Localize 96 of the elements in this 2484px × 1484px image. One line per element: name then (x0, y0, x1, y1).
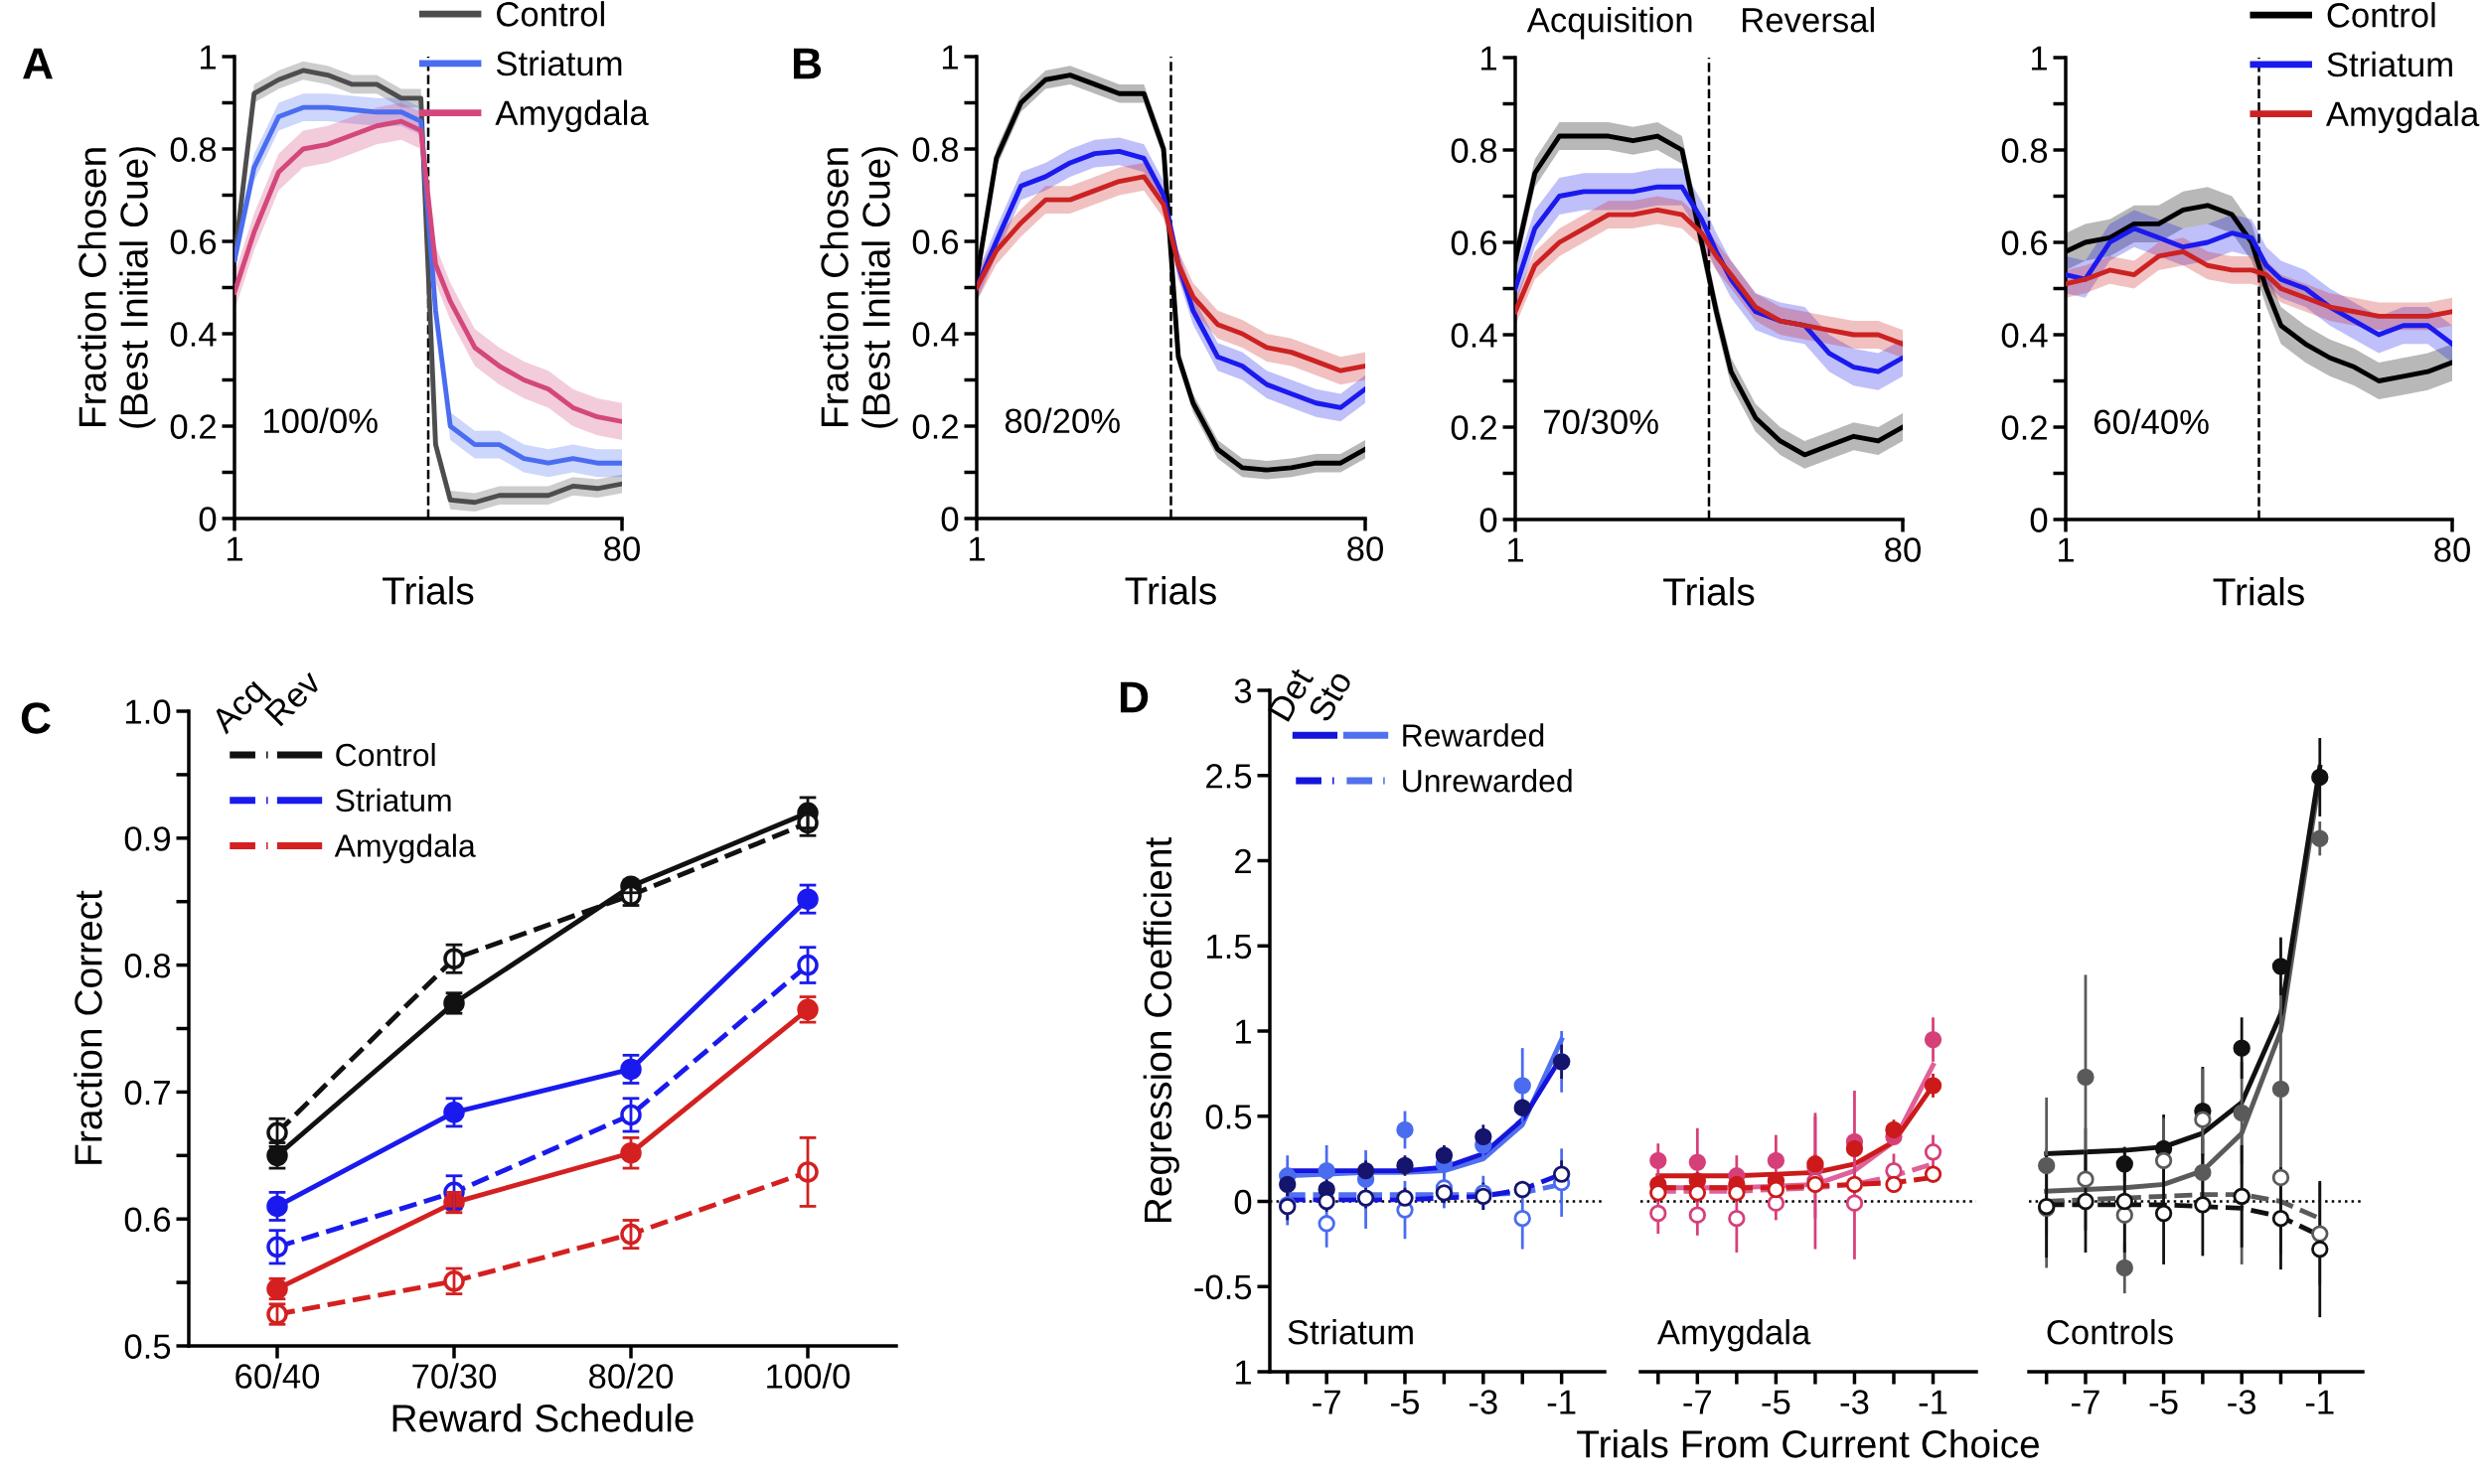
y-tick-label: 0.8 (1451, 138, 1497, 163)
annotation: 60/40% (2094, 408, 2209, 435)
x-tick-label: -7 (1683, 1390, 1712, 1414)
y-tick-label: 0 (1234, 1189, 1252, 1215)
y-tick-label: 0 (2030, 508, 2048, 532)
legend-label: Striatum (496, 50, 622, 76)
y-tick-label: 0 (941, 507, 959, 531)
x-tick-label: -3 (2228, 1390, 2256, 1414)
y-tick-label: 0.5 (124, 1334, 171, 1359)
annotation: Striatum (1288, 1319, 1413, 1345)
chart-title: C (21, 702, 51, 734)
legend-label: Amygdala (334, 833, 476, 864)
legend-label: Amygdala (2325, 100, 2480, 133)
x-axis-title: Reward Schedule (392, 1404, 694, 1432)
x-tick-label: -5 (2149, 1390, 2178, 1414)
y-tick-label: 0.6 (124, 1207, 171, 1233)
x-tick-label: -5 (1391, 1390, 1419, 1414)
y-tick-label: 1 (200, 45, 216, 70)
x-tick-label: -3 (1469, 1390, 1497, 1414)
x-tick-label: 1 (227, 536, 242, 561)
y-tick-label: 1 (1480, 46, 1496, 71)
legend-label: Striatum (336, 788, 451, 813)
y-tick-label: 0.6 (2001, 230, 2048, 255)
x-tick-label: -3 (1840, 1390, 1869, 1414)
annotation: 100/0% (263, 407, 378, 434)
y-tick-label: 1.5 (1207, 934, 1252, 960)
x-tick-label: 70/30 (412, 1363, 497, 1389)
x-tick-label: 80/20 (589, 1363, 674, 1389)
y-tick-label: 2.5 (1206, 764, 1252, 789)
chart-title: A (23, 48, 53, 79)
y-tick-label: 3 (1234, 678, 1252, 703)
x-tick-label: 80 (2434, 537, 2470, 562)
y-tick-label: 0.6 (170, 229, 217, 254)
chart-title: B (793, 48, 822, 79)
legend-label: Rewarded (1403, 723, 1544, 747)
x-axis-title: Trials From Current Choice (1577, 1429, 2040, 1458)
x-tick-label: -5 (1762, 1390, 1790, 1414)
y-axis-title: Fraction Chosen (Best Initial Cue) (78, 147, 156, 428)
y-tick-label: 0.2 (2001, 415, 2047, 440)
legend-label: Control (336, 742, 435, 767)
y-tick-label: 0 (1479, 508, 1497, 532)
y-tick-label: 0.8 (170, 137, 217, 162)
x-tick-label: -7 (2072, 1390, 2099, 1414)
x-axis-title: Trials (2213, 577, 2304, 606)
x-tick-label: -1 (2305, 1390, 2334, 1414)
y-axis-title: Regression Coefficient (1143, 836, 1179, 1223)
y-tick-label: 0.8 (2001, 138, 2048, 163)
legend-label: Control (497, 1, 604, 27)
legend-label: Amygdala (495, 99, 649, 132)
y-tick-label: 0.2 (170, 414, 216, 439)
y-tick-label: 0 (199, 507, 217, 531)
y-tick-label: 0.8 (124, 953, 171, 978)
annotation: Amygdala (1656, 1319, 1811, 1352)
y-tick-label: 0.4 (170, 322, 217, 347)
x-tick-label: 100/0 (767, 1363, 851, 1389)
x-tick-label: 60/40 (235, 1363, 320, 1389)
x-tick-label: -7 (1313, 1390, 1340, 1414)
y-axis-title: Fraction Correct (74, 890, 102, 1164)
legend-label: Control (2327, 2, 2435, 28)
y-tick-label: 0.9 (124, 826, 170, 851)
text: Acquisition (1526, 7, 1692, 40)
x-tick-label: 1 (969, 536, 985, 561)
y-tick-label: 0.8 (912, 137, 959, 162)
x-axis-title: Trials (1125, 576, 1216, 605)
y-tick-label: 0.2 (912, 414, 958, 439)
y-axis-title: Fraction Chosen (Best Initial Cue) (820, 147, 898, 428)
y-tick-label: 0.4 (912, 322, 959, 347)
y-tick-label: 0.4 (2001, 323, 2048, 348)
chart-title: D (1120, 681, 1149, 713)
x-tick-label: -1 (1919, 1390, 1947, 1414)
annotation: 80/20% (1005, 407, 1120, 434)
x-tick-label: 1 (1507, 537, 1523, 562)
y-tick-label: 0.2 (1451, 415, 1496, 440)
annotation: Controls (2047, 1319, 2173, 1345)
x-tick-label: 80 (1347, 536, 1383, 561)
y-tick-label: 2 (1235, 848, 1251, 874)
x-tick-label: 1 (2058, 537, 2074, 562)
y-tick-label: 0.4 (1451, 323, 1497, 348)
x-axis-title: Trials (1663, 577, 1755, 606)
x-tick-label: 80 (1885, 537, 1921, 562)
y-tick-label: -0.5 (1194, 1274, 1252, 1300)
y-tick-label: 1.0 (126, 699, 171, 724)
y-tick-label: 0.6 (1451, 230, 1497, 255)
y-tick-label: 1 (942, 45, 958, 70)
y-tick-label: 0.7 (124, 1080, 170, 1106)
annotation: 70/30% (1544, 408, 1658, 435)
y-tick-label: 0.6 (912, 229, 959, 254)
legend-label: Unrewarded (1403, 769, 1572, 793)
legend-label: Striatum (2327, 51, 2452, 77)
y-tick-label: 0.5 (1205, 1105, 1252, 1129)
text: Reversal (1743, 7, 1874, 33)
x-axis-title: Trials (383, 576, 474, 605)
x-tick-label: -1 (1547, 1390, 1576, 1414)
y-tick-label: 1 (2031, 46, 2047, 71)
y-tick-label: 1 (1235, 1019, 1251, 1044)
x-tick-label: 80 (604, 536, 640, 561)
